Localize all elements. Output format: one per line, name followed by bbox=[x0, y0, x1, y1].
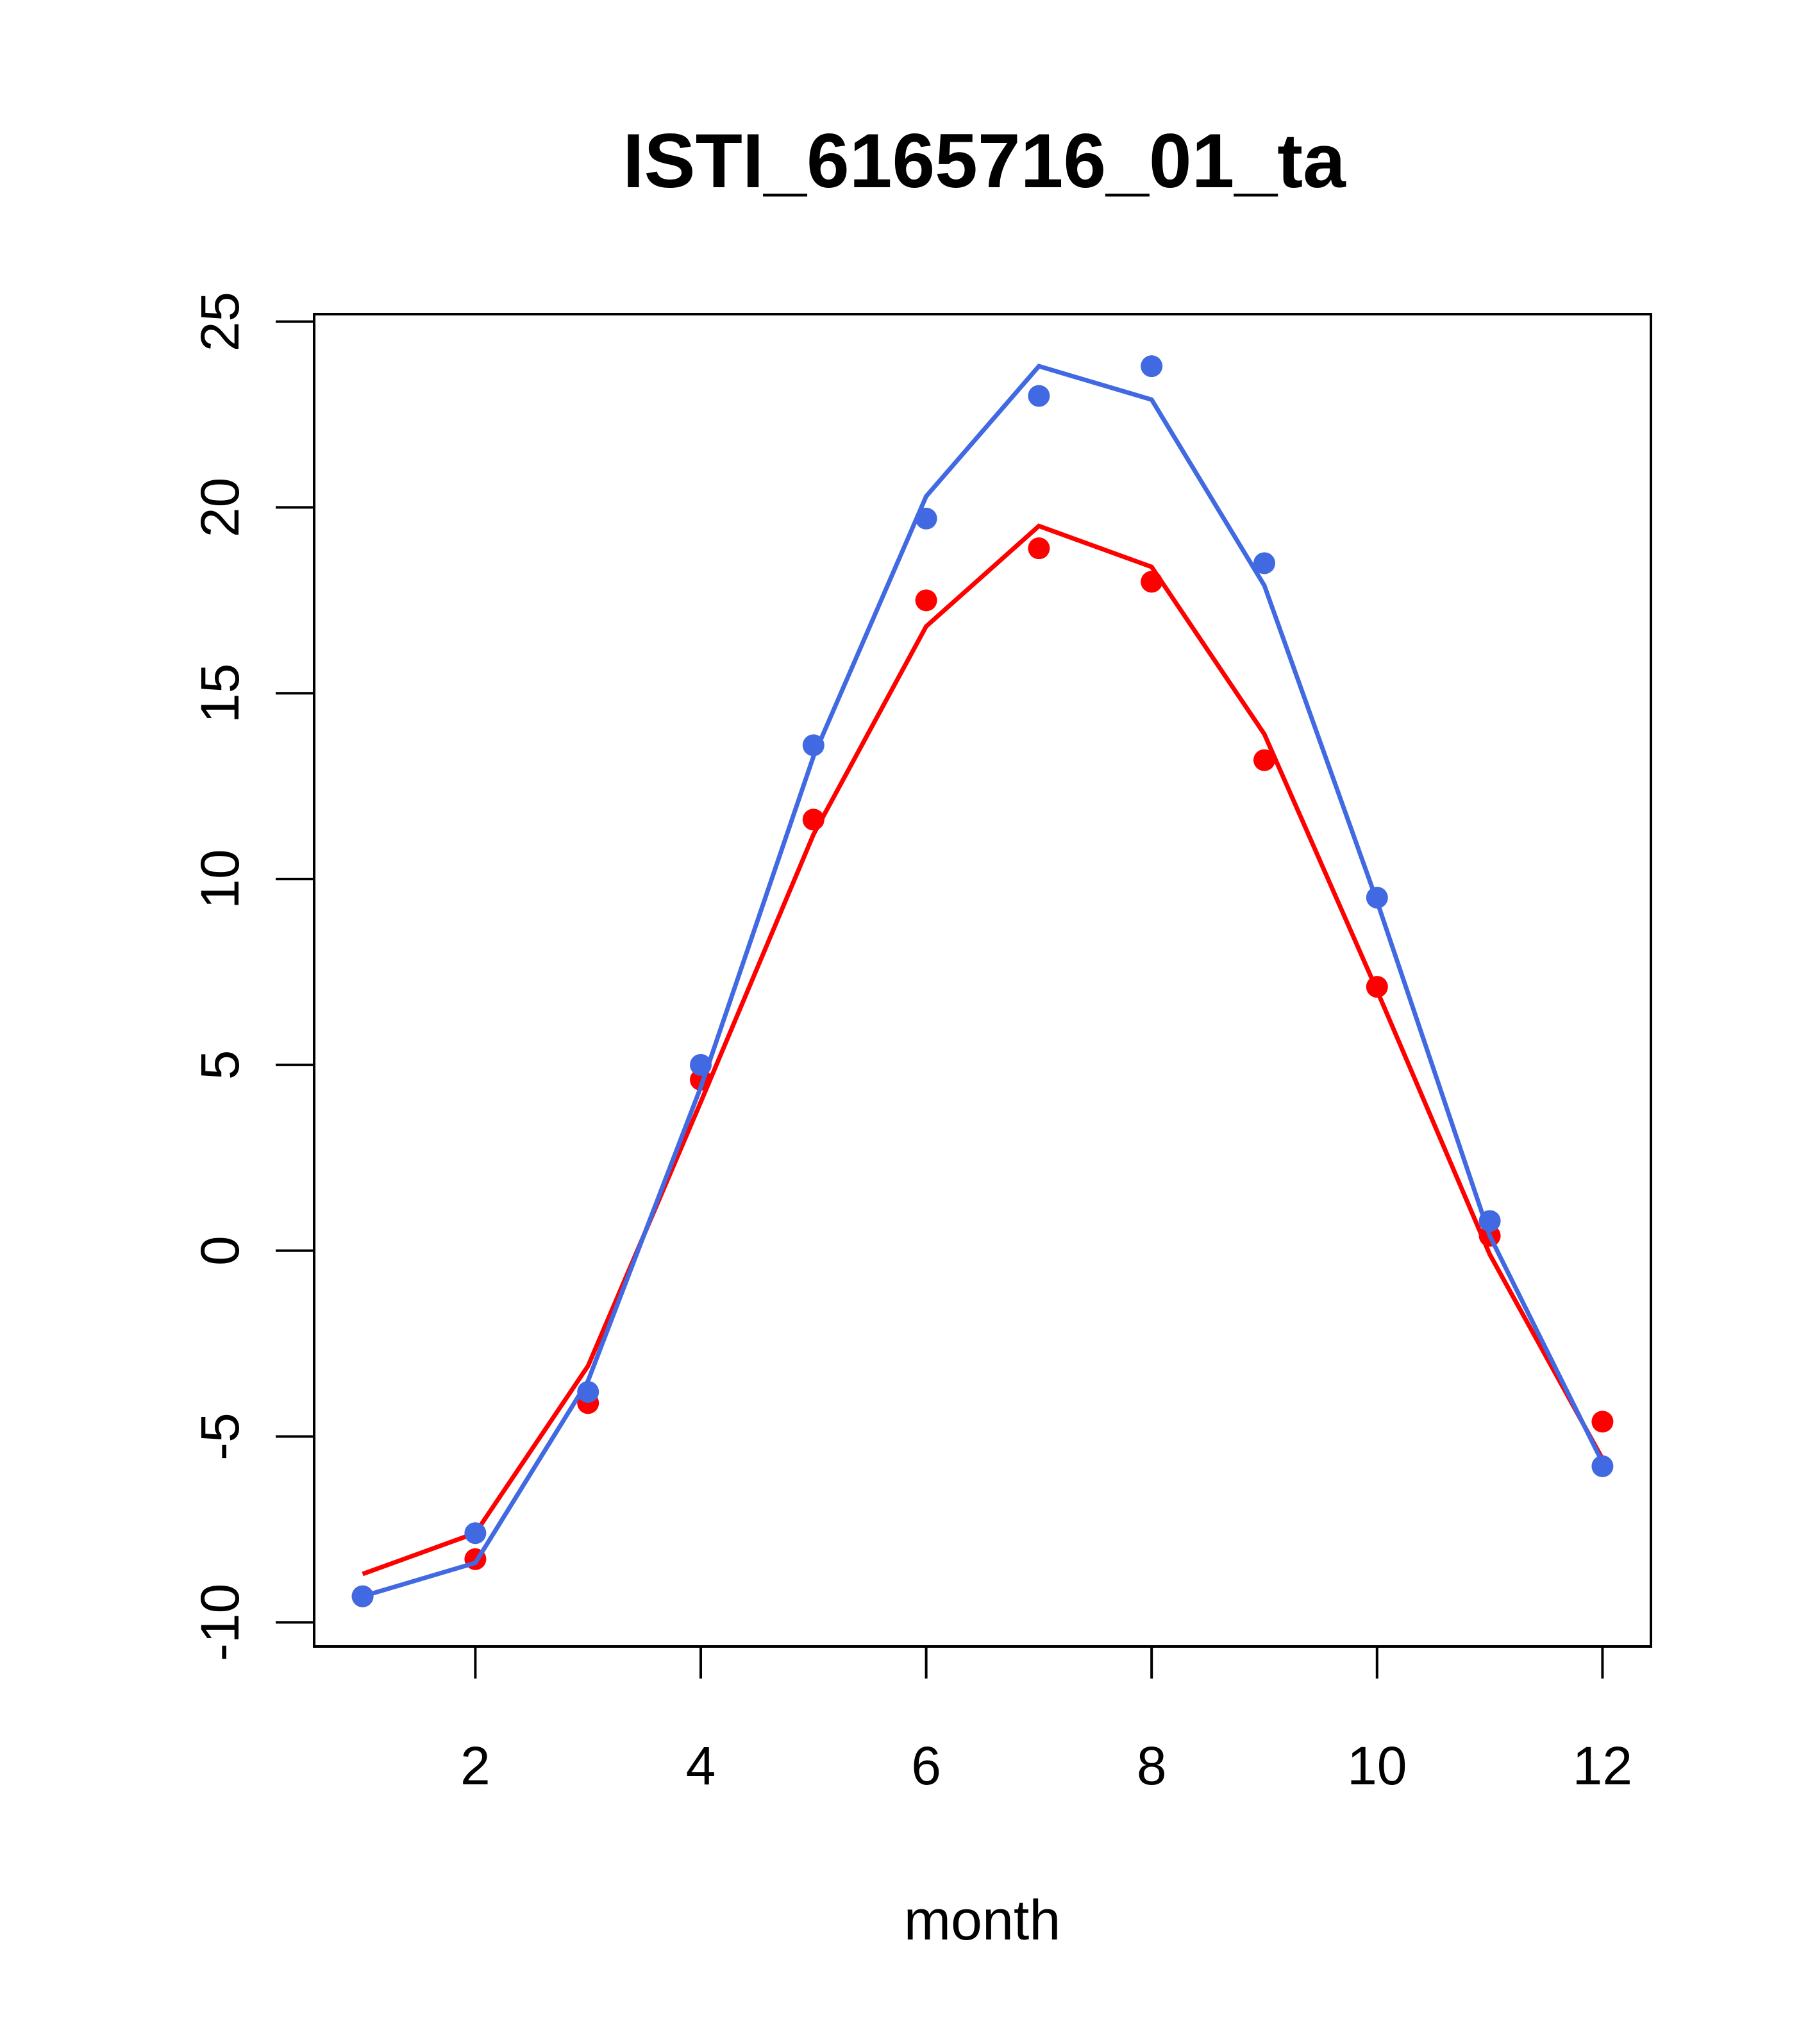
y-tick-label: 0 bbox=[190, 1236, 250, 1266]
plot-frame bbox=[313, 313, 1652, 1648]
series-2-point bbox=[464, 1522, 487, 1545]
series-1-line bbox=[362, 523, 1605, 1577]
y-tick-label: 25 bbox=[190, 292, 250, 351]
y-tick-label: 20 bbox=[190, 478, 250, 537]
series-2-point bbox=[802, 734, 825, 757]
y-tick-label: 5 bbox=[190, 1050, 250, 1080]
x-tick-label: 10 bbox=[1347, 1736, 1407, 1796]
x-tick-label: 6 bbox=[911, 1736, 941, 1796]
series-1-point bbox=[1028, 537, 1050, 560]
x-axis: 2 4 6 8 10 12 bbox=[460, 1645, 1632, 1796]
y-axis: -10 -5 0 5 10 15 20 25 bbox=[190, 292, 315, 1661]
series-1-point bbox=[1253, 749, 1276, 771]
x-axis-label: month bbox=[904, 1888, 1061, 1952]
x-tick-label: 4 bbox=[686, 1736, 716, 1796]
series-2-point bbox=[915, 507, 937, 530]
series-layer bbox=[351, 355, 1614, 1607]
series-1-point bbox=[1141, 571, 1163, 593]
series-2-line bbox=[362, 364, 1605, 1599]
y-tick-label: 15 bbox=[190, 664, 250, 723]
series-2-point bbox=[1478, 1210, 1501, 1232]
series-2-point bbox=[577, 1380, 599, 1403]
series-2-point bbox=[351, 1585, 374, 1607]
chart-title: ISTI_6165716_01_ta bbox=[623, 118, 1346, 204]
series-2-point bbox=[1366, 887, 1388, 909]
series-2-point bbox=[1028, 385, 1050, 407]
series-1-point bbox=[1591, 1411, 1614, 1433]
series-2-point bbox=[1253, 552, 1276, 574]
series-2 bbox=[351, 355, 1614, 1607]
y-tick-label: -5 bbox=[190, 1412, 250, 1461]
x-tick-label: 8 bbox=[1137, 1736, 1167, 1796]
x-tick-label: 2 bbox=[460, 1736, 490, 1796]
series-1-point bbox=[915, 589, 937, 612]
series-1-point bbox=[802, 808, 825, 831]
series-2-point bbox=[689, 1053, 712, 1076]
series-2-point bbox=[1591, 1455, 1614, 1477]
y-tick-label: -10 bbox=[190, 1584, 250, 1661]
series-1 bbox=[351, 523, 1614, 1607]
x-tick-label: 12 bbox=[1573, 1736, 1632, 1796]
series-1-point bbox=[1366, 976, 1388, 998]
y-tick-label: 10 bbox=[190, 849, 250, 909]
series-2-point bbox=[1141, 355, 1163, 378]
